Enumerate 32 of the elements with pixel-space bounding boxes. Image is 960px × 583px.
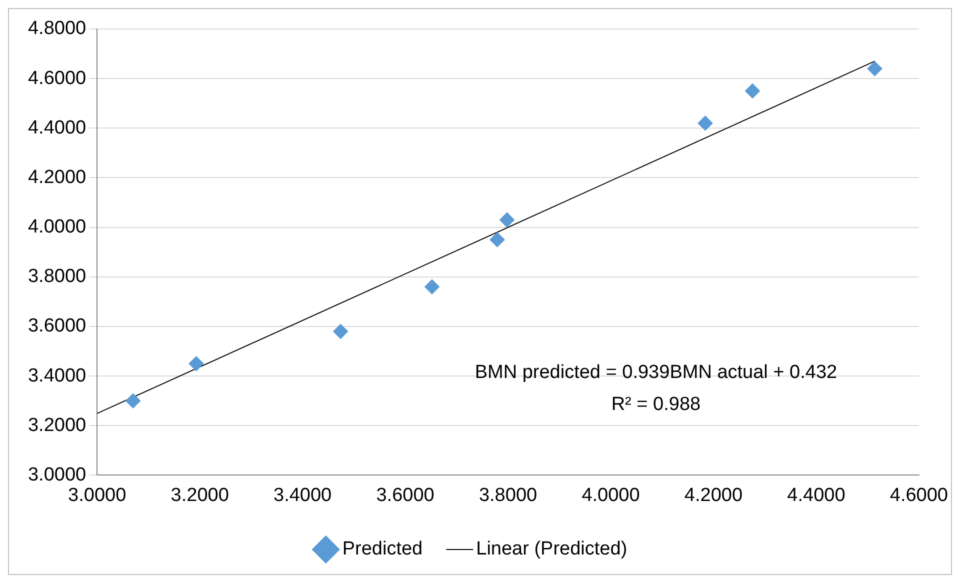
point bbox=[745, 83, 760, 98]
point bbox=[490, 232, 505, 248]
x-tick-label: 4.2000 bbox=[684, 484, 743, 506]
y-tick-label: 3.6000 bbox=[28, 316, 86, 337]
y-tick-label: 4.2000 bbox=[28, 166, 86, 188]
point bbox=[126, 393, 141, 408]
point bbox=[188, 356, 204, 372]
x-tick-label: 3.6000 bbox=[376, 484, 434, 506]
point bbox=[867, 61, 882, 76]
x-tick-label: 4.6000 bbox=[890, 484, 948, 506]
y-tick-label: 4.8000 bbox=[28, 18, 86, 40]
x-tick-label: 3.2000 bbox=[170, 484, 229, 506]
y-tick-label: 3.4000 bbox=[28, 365, 86, 386]
x-tick-label: 3.8000 bbox=[478, 484, 538, 506]
x-tick-label: 3.4000 bbox=[274, 484, 332, 506]
legend-label: Linear (Predicted) bbox=[476, 538, 628, 560]
x-tick-label: 4.0000 bbox=[582, 484, 640, 506]
legend-label: Predicted bbox=[342, 538, 423, 560]
y-tick-label: 4.6000 bbox=[28, 68, 86, 89]
point bbox=[698, 116, 713, 131]
point bbox=[500, 212, 514, 228]
y-tick-label: 3.0000 bbox=[28, 464, 86, 486]
point bbox=[424, 279, 440, 294]
y-tick-label: 3.2000 bbox=[28, 414, 86, 436]
annotation: R² = 0.988 bbox=[611, 394, 701, 415]
y-tick-label: 4.4000 bbox=[28, 117, 86, 138]
y-tick-label: 3.8000 bbox=[28, 266, 86, 288]
point bbox=[333, 324, 348, 339]
y-tick-label: 4.0000 bbox=[28, 216, 86, 238]
x-tick-label: 4.4000 bbox=[787, 484, 846, 506]
annotation: BMN predicted = 0.939BMN actual + 0.432 bbox=[474, 362, 838, 383]
x-tick-label: 3.0000 bbox=[68, 484, 126, 506]
